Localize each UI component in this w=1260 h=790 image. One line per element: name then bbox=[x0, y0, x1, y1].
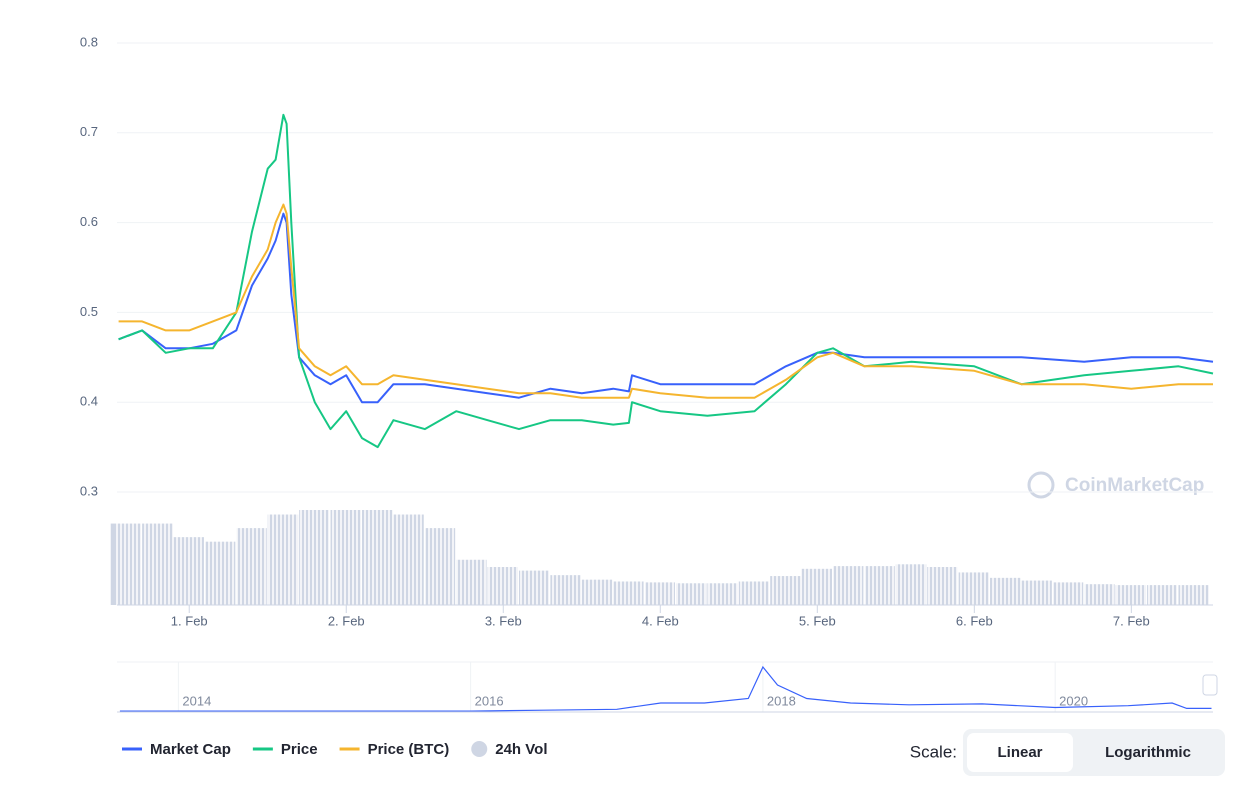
legend-label[interactable]: 24h Vol bbox=[495, 741, 547, 758]
scale-option[interactable]: Logarithmic bbox=[1105, 744, 1191, 761]
volume-bar bbox=[958, 572, 990, 605]
watermark: CoinMarketCap bbox=[1065, 475, 1204, 496]
volume-bar bbox=[644, 582, 675, 605]
y-tick-label: 0.8 bbox=[80, 34, 98, 49]
navigator-handle[interactable] bbox=[1202, 674, 1218, 696]
volume-bar bbox=[1084, 584, 1115, 605]
volume-bar bbox=[204, 541, 236, 605]
series-line bbox=[118, 113, 1214, 449]
scale-linear-button[interactable] bbox=[967, 733, 1073, 772]
volume-bar bbox=[1115, 585, 1147, 605]
series-line bbox=[118, 212, 1214, 404]
legend-label[interactable]: Market Cap bbox=[150, 741, 231, 758]
navigator-tick-label: 2014 bbox=[182, 693, 211, 708]
x-tick-label: 3. Feb bbox=[485, 613, 522, 628]
scale-option[interactable]: Linear bbox=[997, 744, 1042, 761]
legend-label[interactable]: Price (BTC) bbox=[368, 741, 450, 758]
volume-bar bbox=[675, 583, 707, 605]
navigator-line bbox=[119, 665, 1212, 712]
scale-log-button[interactable] bbox=[1077, 733, 1221, 772]
y-tick-label: 0.6 bbox=[80, 214, 98, 229]
volume-bar bbox=[110, 523, 142, 605]
navigator-tick-label: 2016 bbox=[475, 693, 504, 708]
volume-bar bbox=[424, 528, 456, 605]
volume-bar bbox=[707, 583, 738, 605]
scale-label: Scale: bbox=[910, 742, 957, 761]
x-tick-label: 6. Feb bbox=[956, 613, 993, 628]
x-tick-label: 4. Feb bbox=[642, 613, 679, 628]
navigator-tick-label: 2020 bbox=[1059, 693, 1088, 708]
x-tick-label: 1. Feb bbox=[171, 613, 208, 628]
x-tick-label: 2. Feb bbox=[328, 613, 365, 628]
watermark-logo bbox=[1027, 471, 1055, 499]
y-tick-label: 0.5 bbox=[80, 304, 98, 319]
x-tick-label: 7. Feb bbox=[1113, 613, 1150, 628]
volume-bar bbox=[833, 566, 864, 605]
x-tick-label: 5. Feb bbox=[799, 613, 836, 628]
series-line bbox=[118, 203, 1213, 399]
navigator-tick-label: 2018 bbox=[767, 693, 796, 708]
y-tick-label: 0.7 bbox=[80, 124, 98, 139]
legend-label[interactable]: Price bbox=[281, 741, 318, 758]
y-tick-label: 0.3 bbox=[80, 483, 98, 498]
volume-bar bbox=[1147, 585, 1178, 605]
y-tick-label: 0.4 bbox=[80, 394, 98, 409]
legend-swatch bbox=[471, 741, 488, 757]
